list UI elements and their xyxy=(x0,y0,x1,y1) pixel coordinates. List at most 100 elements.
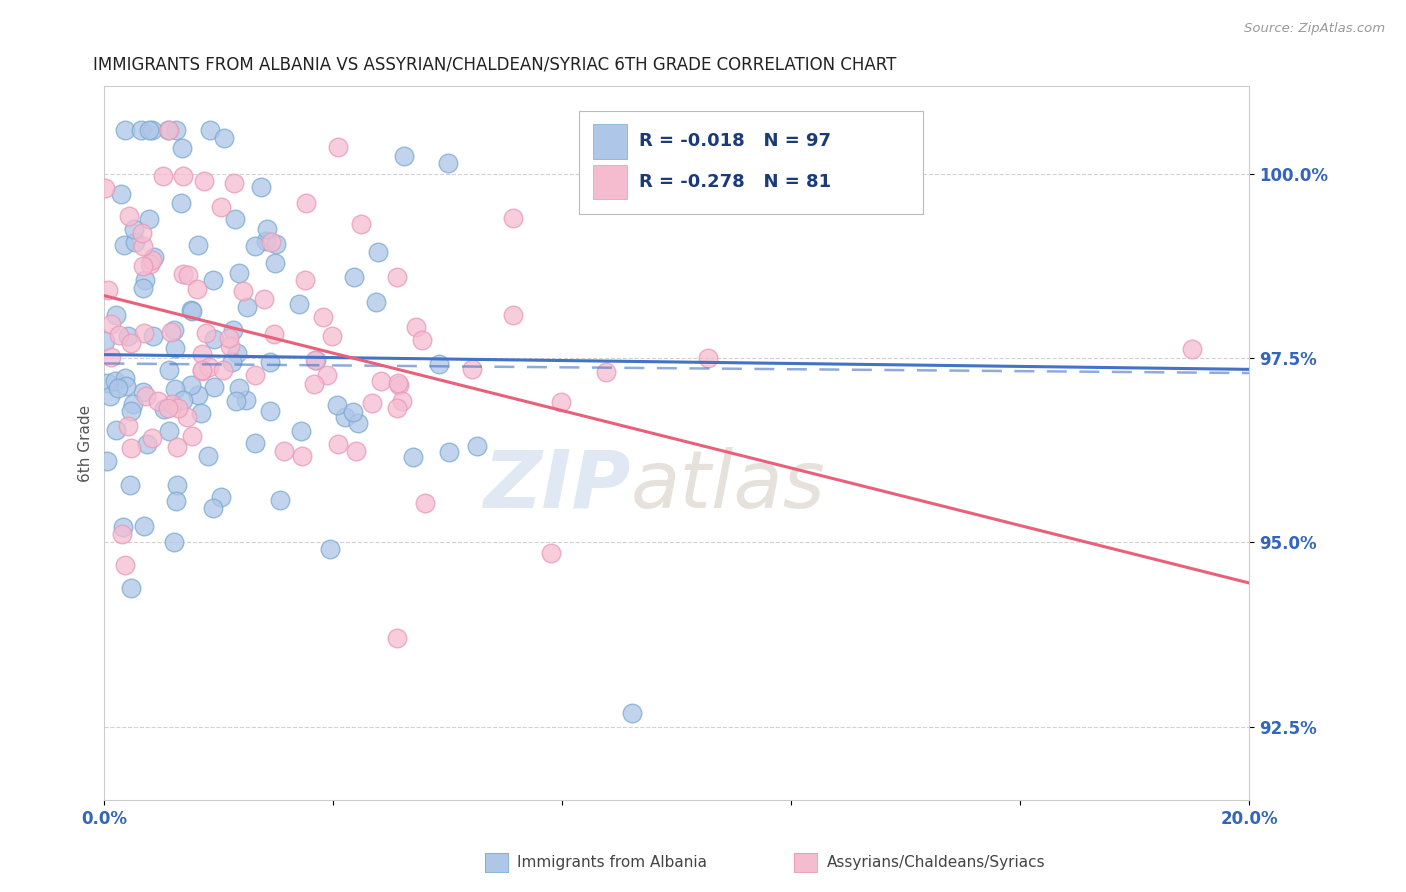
Point xyxy=(364,295,387,310)
Point xyxy=(157,401,180,415)
Point xyxy=(120,335,142,350)
Point xyxy=(224,212,246,227)
Point xyxy=(190,362,212,376)
Point xyxy=(157,424,180,438)
Point xyxy=(111,526,134,541)
Point xyxy=(118,477,141,491)
Point xyxy=(135,436,157,450)
Point xyxy=(212,130,235,145)
Text: ZIP: ZIP xyxy=(484,447,631,524)
Y-axis label: 6th Grade: 6th Grade xyxy=(79,404,93,482)
Point xyxy=(135,389,157,403)
Point xyxy=(129,123,152,137)
Point xyxy=(350,217,373,231)
Point xyxy=(166,441,188,455)
Point xyxy=(245,239,267,253)
Point xyxy=(319,541,342,556)
Point xyxy=(165,494,187,508)
Point xyxy=(335,409,357,424)
Point xyxy=(122,397,145,411)
Point xyxy=(385,401,408,416)
Point xyxy=(385,632,408,646)
Point xyxy=(98,389,121,403)
Point xyxy=(134,326,156,341)
Point xyxy=(245,435,267,450)
Point xyxy=(502,308,524,322)
Point xyxy=(131,226,153,240)
Point xyxy=(328,140,350,154)
Point xyxy=(291,450,314,464)
Point xyxy=(202,379,225,393)
Point xyxy=(96,376,118,391)
Point xyxy=(141,252,163,267)
Point xyxy=(228,381,250,395)
Point xyxy=(218,339,240,353)
Point xyxy=(361,396,384,410)
Point xyxy=(132,259,155,273)
Point xyxy=(263,326,285,341)
Point xyxy=(124,235,146,249)
Text: Source: ZipAtlas.com: Source: ZipAtlas.com xyxy=(1244,22,1385,36)
Point xyxy=(100,317,122,331)
Point xyxy=(172,169,194,183)
Point xyxy=(269,493,291,508)
Point xyxy=(201,500,224,515)
Point xyxy=(141,123,163,137)
Point xyxy=(177,268,200,282)
Point xyxy=(321,329,343,343)
Point xyxy=(250,180,273,194)
Point xyxy=(114,371,136,385)
Bar xyxy=(593,165,627,200)
Text: IMMIGRANTS FROM ALBANIA VS ASSYRIAN/CHALDEAN/SYRIAC 6TH GRADE CORRELATION CHART: IMMIGRANTS FROM ALBANIA VS ASSYRIAN/CHAL… xyxy=(93,55,896,73)
Point xyxy=(218,331,240,345)
Point xyxy=(260,235,283,250)
Point xyxy=(181,303,204,318)
Point xyxy=(254,234,277,248)
Point xyxy=(170,195,193,210)
Point xyxy=(96,453,118,467)
Point xyxy=(107,381,129,395)
Point xyxy=(107,328,129,343)
Point xyxy=(288,297,311,311)
Point xyxy=(228,266,250,280)
Point xyxy=(100,351,122,365)
Text: Assyrians/Chaldeans/Syriacs: Assyrians/Chaldeans/Syriacs xyxy=(827,855,1045,870)
Point xyxy=(304,353,326,368)
Point xyxy=(180,302,202,317)
Point xyxy=(148,393,170,408)
Point xyxy=(172,141,194,155)
Point xyxy=(209,490,232,504)
Point xyxy=(166,401,188,416)
Point xyxy=(118,209,141,223)
Point xyxy=(114,123,136,137)
Point xyxy=(595,365,617,379)
Point xyxy=(370,375,392,389)
Point xyxy=(117,328,139,343)
Bar xyxy=(593,124,627,159)
Point xyxy=(114,558,136,572)
Point xyxy=(166,477,188,491)
Point xyxy=(120,404,142,418)
Point xyxy=(264,237,287,252)
Point xyxy=(162,397,184,411)
Point xyxy=(172,267,194,281)
Point xyxy=(141,431,163,445)
Point xyxy=(104,308,127,322)
Point xyxy=(132,281,155,295)
Point xyxy=(290,424,312,438)
Point xyxy=(160,326,183,340)
Point xyxy=(347,416,370,430)
Point xyxy=(295,195,318,210)
Point xyxy=(193,174,215,188)
Point xyxy=(305,352,328,367)
Point xyxy=(190,406,212,420)
Text: R = -0.278   N = 81: R = -0.278 N = 81 xyxy=(638,172,831,191)
Point xyxy=(235,392,257,407)
Point xyxy=(540,546,562,560)
Point xyxy=(245,368,267,382)
Point xyxy=(156,123,179,137)
Point xyxy=(343,269,366,284)
Point xyxy=(197,450,219,464)
Point xyxy=(221,355,243,369)
Point xyxy=(411,333,433,347)
